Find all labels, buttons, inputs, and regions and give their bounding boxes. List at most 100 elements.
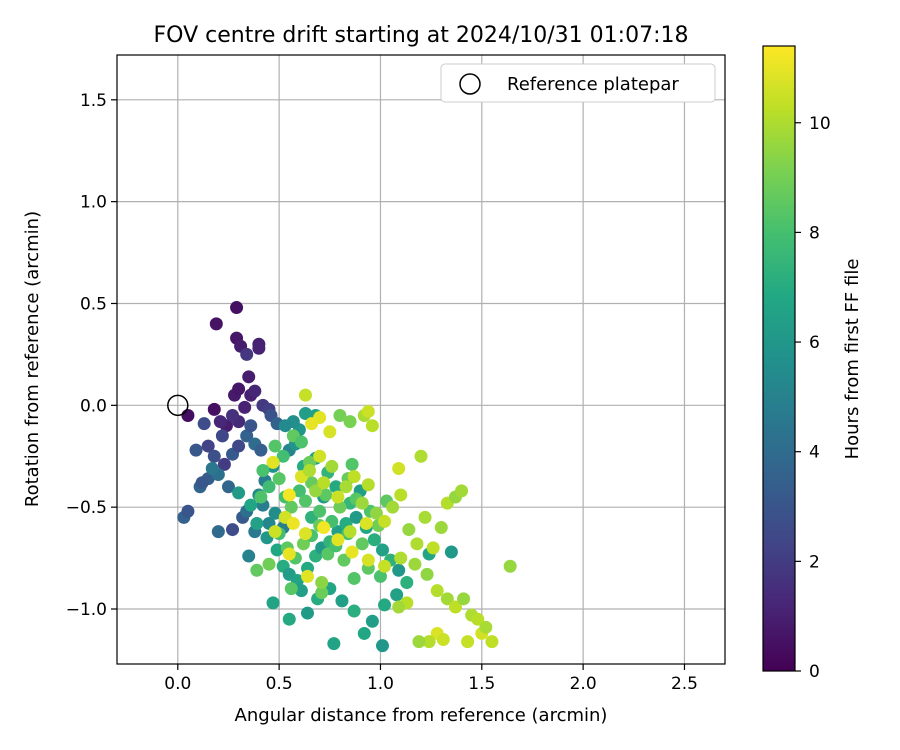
data-point	[242, 370, 256, 384]
data-point	[361, 478, 375, 492]
data-point	[313, 504, 327, 518]
plot-frame	[116, 54, 726, 665]
data-point	[317, 476, 331, 490]
data-point	[301, 606, 315, 620]
data-point	[392, 461, 406, 475]
data-point	[276, 449, 290, 463]
data-point	[325, 459, 339, 473]
data-point	[394, 551, 408, 565]
data-point	[282, 547, 296, 561]
data-point	[282, 488, 296, 502]
data-point	[345, 545, 359, 559]
data-point	[262, 557, 276, 571]
data-point	[266, 455, 280, 469]
y-tick-label: −1.0	[66, 600, 107, 620]
data-point	[226, 409, 240, 423]
data-point	[250, 563, 264, 577]
data-point	[479, 620, 493, 634]
chart-title: FOV centre drift starting at 2024/10/31 …	[154, 23, 689, 48]
data-point	[485, 635, 499, 649]
data-point	[444, 545, 458, 559]
data-point	[434, 521, 448, 535]
data-point	[430, 584, 444, 598]
data-point	[335, 594, 349, 608]
data-point	[240, 347, 254, 361]
y-tick-label: 0.0	[80, 396, 107, 416]
data-point	[211, 525, 225, 539]
data-point	[361, 553, 375, 567]
data-point	[286, 516, 300, 530]
data-point	[270, 543, 284, 557]
legend-box	[440, 63, 716, 103]
data-point	[315, 576, 329, 590]
data-point	[197, 417, 211, 431]
data-point	[333, 500, 347, 514]
data-point	[329, 480, 343, 494]
colorbar-gradient	[762, 45, 796, 672]
data-point	[254, 443, 268, 457]
data-point	[408, 557, 422, 571]
data-point	[294, 584, 308, 598]
data-point	[436, 633, 450, 647]
data-point	[319, 488, 333, 502]
data-point	[284, 500, 298, 514]
x-tick-label: 2.0	[570, 674, 597, 694]
x-axis-ticks: 0.0 0.5 1.0 1.5 2.0 2.5	[164, 664, 698, 694]
data-point	[313, 449, 327, 463]
x-tick-label: 1.5	[468, 674, 495, 694]
data-point	[347, 571, 361, 585]
data-point	[298, 494, 312, 508]
data-point	[331, 533, 345, 547]
data-point	[207, 449, 221, 463]
data-point	[195, 476, 209, 490]
data-point	[333, 409, 347, 423]
data-point	[343, 525, 357, 539]
legend-open-circle-icon	[459, 73, 481, 95]
data-point	[248, 384, 262, 398]
data-point	[244, 419, 258, 433]
data-point	[278, 419, 292, 433]
colorbar-ticks: 0 2 4 6 8 10	[795, 114, 831, 682]
data-point	[390, 588, 404, 602]
data-point	[369, 506, 383, 520]
data-point	[303, 464, 317, 478]
data-point	[215, 429, 229, 443]
data-point	[221, 480, 235, 494]
scatter-points	[177, 301, 517, 653]
data-point	[230, 301, 244, 315]
data-point	[378, 598, 392, 612]
data-point	[345, 457, 359, 471]
data-point	[292, 484, 306, 498]
colorbar-tick-label: 6	[809, 333, 820, 353]
data-point	[298, 527, 312, 541]
data-point	[378, 514, 392, 528]
y-tick-label: 1.5	[80, 91, 107, 111]
data-point	[471, 612, 485, 626]
data-point	[294, 435, 308, 449]
data-point	[343, 415, 357, 429]
data-point	[375, 543, 389, 557]
data-point	[201, 439, 215, 453]
data-point	[268, 506, 282, 520]
data-point	[426, 541, 440, 555]
data-point	[418, 510, 432, 524]
data-point	[378, 559, 392, 573]
x-tick-label: 1.0	[367, 674, 394, 694]
data-point	[414, 449, 428, 463]
colorbar-tick-label: 4	[809, 443, 820, 463]
data-point	[365, 419, 379, 433]
y-tick-label: 1.0	[80, 193, 107, 213]
data-point	[503, 559, 517, 573]
data-point	[422, 635, 436, 649]
data-point	[365, 614, 379, 628]
x-tick-label: 0.5	[266, 674, 293, 694]
data-point	[226, 523, 240, 537]
data-point	[347, 604, 361, 618]
data-point	[392, 563, 406, 577]
data-point	[394, 488, 408, 502]
data-point	[232, 382, 246, 396]
data-point	[375, 639, 389, 653]
data-point	[238, 400, 252, 414]
data-point	[349, 510, 363, 524]
data-point	[440, 592, 454, 606]
